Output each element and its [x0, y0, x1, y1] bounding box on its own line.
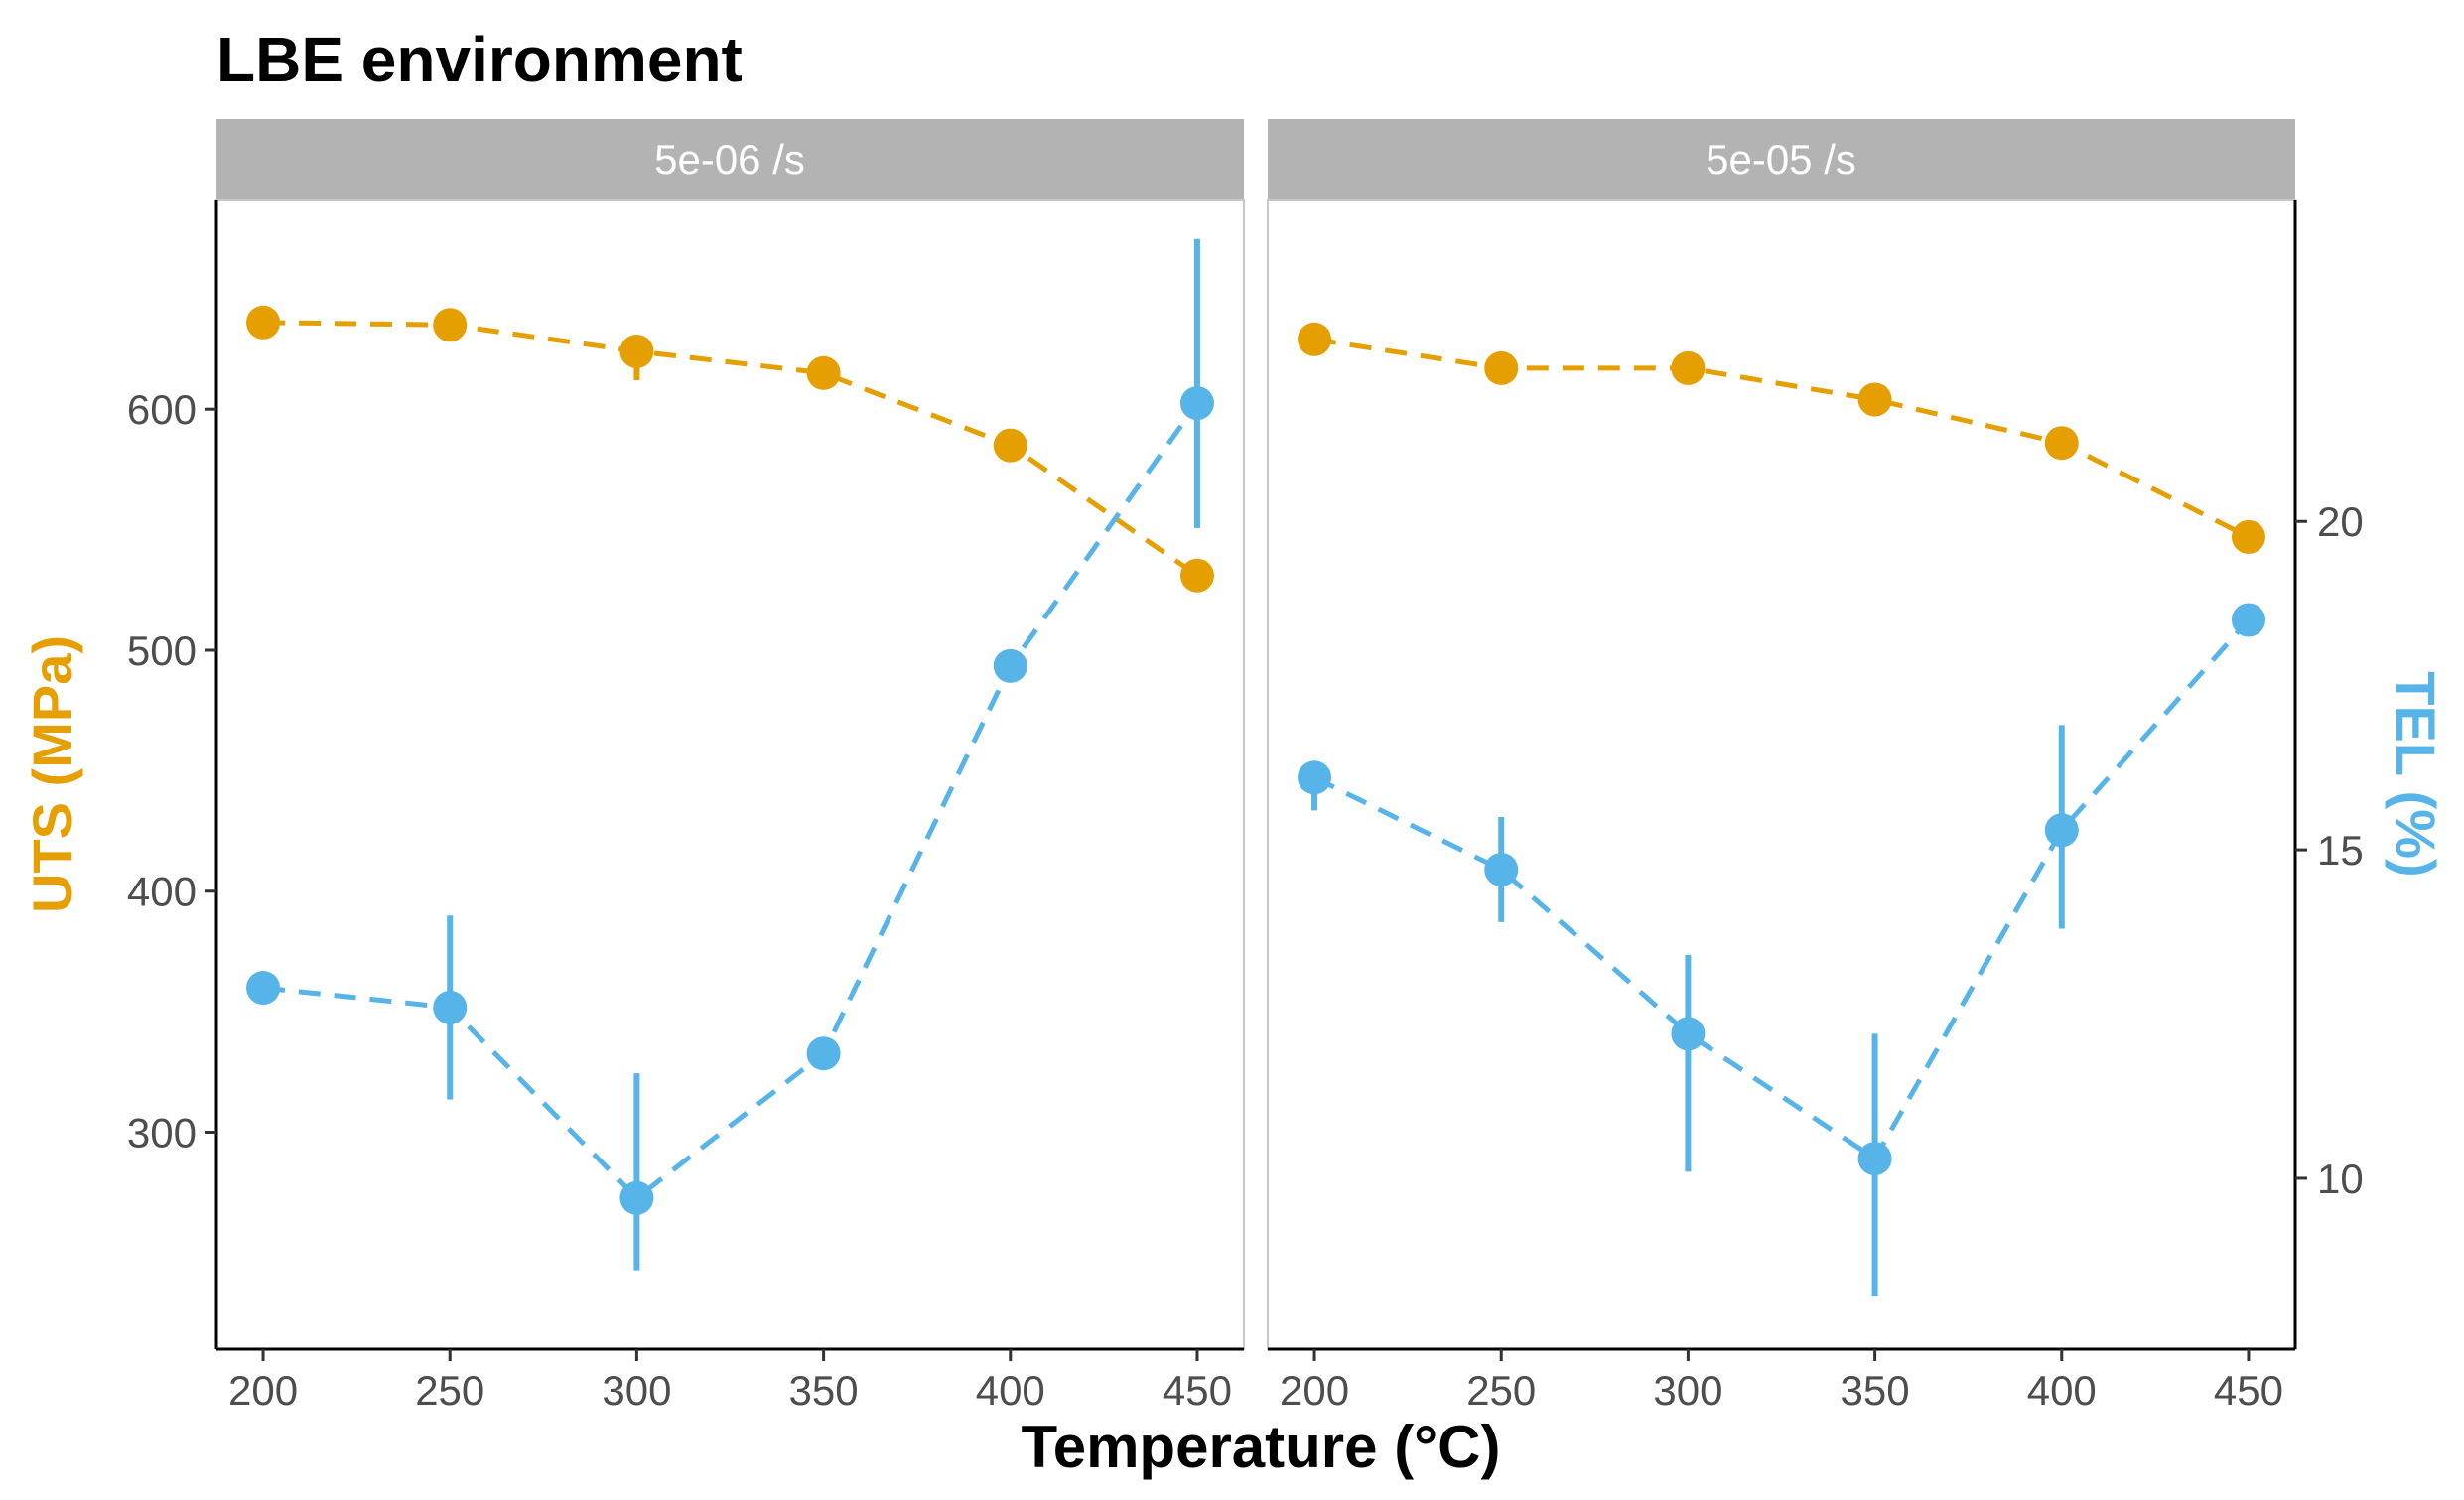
x-tick-label: 300 — [602, 1367, 671, 1414]
y-left-tick-label: 400 — [127, 869, 197, 915]
panel-1-tel-point — [619, 1180, 654, 1215]
x-tick-label: 450 — [2214, 1367, 2283, 1414]
y-right-tick-label: 15 — [2317, 827, 2364, 874]
panel-2-uts-point — [1671, 350, 1706, 385]
y-left-tick-label: 500 — [127, 627, 197, 674]
y-right-tick-label: 20 — [2317, 498, 2364, 545]
y-right-axis-title: TEL (%) — [2385, 671, 2447, 877]
y-left-axis-title: UTS (MPa) — [21, 635, 83, 913]
panel-2-uts-point — [2231, 519, 2265, 554]
y-left-tick-label: 300 — [127, 1110, 197, 1157]
panel-2-tel-point — [1298, 760, 1332, 795]
panel-2-uts-line — [1313, 337, 2251, 540]
panel-1-tel-point — [246, 971, 281, 1006]
x-tick-label: 400 — [2027, 1367, 2097, 1414]
x-tick-label: 450 — [1163, 1367, 1232, 1414]
x-tick-label: 200 — [1280, 1367, 1349, 1414]
x-tick-label: 350 — [789, 1367, 859, 1414]
panel-1-uts-line — [263, 320, 1199, 578]
panel-1-tel-point — [1179, 386, 1214, 421]
panel-2-frame — [1267, 199, 2296, 1350]
x-tick-label: 250 — [415, 1367, 484, 1414]
panel-2-tel-point — [1484, 852, 1519, 886]
panel-1-uts-point — [619, 334, 654, 368]
panel-1-strip — [216, 119, 1244, 200]
panel-1-uts-point — [993, 428, 1027, 463]
panel-2-strip-label: 5e-05 /s — [1706, 136, 1856, 183]
panel-2-uts-point — [1857, 382, 1892, 417]
panel-2-tel-point — [1857, 1142, 1892, 1176]
panel-2-uts-point — [1484, 350, 1519, 385]
panel-1-strip-label: 5e-06 /s — [654, 136, 805, 183]
x-tick-label: 250 — [1466, 1367, 1536, 1414]
panel-1-uts-point — [246, 305, 281, 340]
x-tick-label: 200 — [228, 1367, 298, 1414]
panel-1-tel-point — [433, 990, 468, 1024]
x-axis-title: Temperature (°C) — [1022, 1414, 1501, 1480]
panel-1-uts-point — [433, 308, 468, 342]
panel-1-uts-point — [1179, 558, 1214, 593]
panel-1-tel-point — [993, 648, 1027, 683]
panel-2-tel-line — [1312, 617, 2251, 1162]
x-tick-label: 400 — [976, 1367, 1045, 1414]
x-tick-label: 350 — [1841, 1367, 1910, 1414]
panel-2-tel-point — [2044, 813, 2079, 848]
panel-2-uts-point — [2044, 426, 2079, 461]
panel-2-strip — [1268, 119, 2295, 200]
chart-title: LBE environment — [216, 24, 743, 95]
panel-2-tel-point — [2231, 603, 2265, 637]
panel-1-tel-line — [262, 401, 1199, 1202]
panel-2-tel-point — [1671, 1017, 1706, 1051]
panel-1-frame — [215, 199, 1245, 1350]
y-left-tick-label: 600 — [127, 386, 197, 433]
panel-1-uts-point — [806, 355, 841, 390]
x-tick-label: 300 — [1653, 1367, 1722, 1414]
panel-1-tel-point — [806, 1036, 841, 1071]
ticks-layer: 200 250 300 350 400 450 200 250 300 350 400 450 300 4… — [127, 386, 2364, 1414]
marks-layer — [246, 238, 2265, 1297]
panel-2-uts-point — [1298, 322, 1332, 356]
y-right-tick-label: 10 — [2317, 1156, 2364, 1202]
